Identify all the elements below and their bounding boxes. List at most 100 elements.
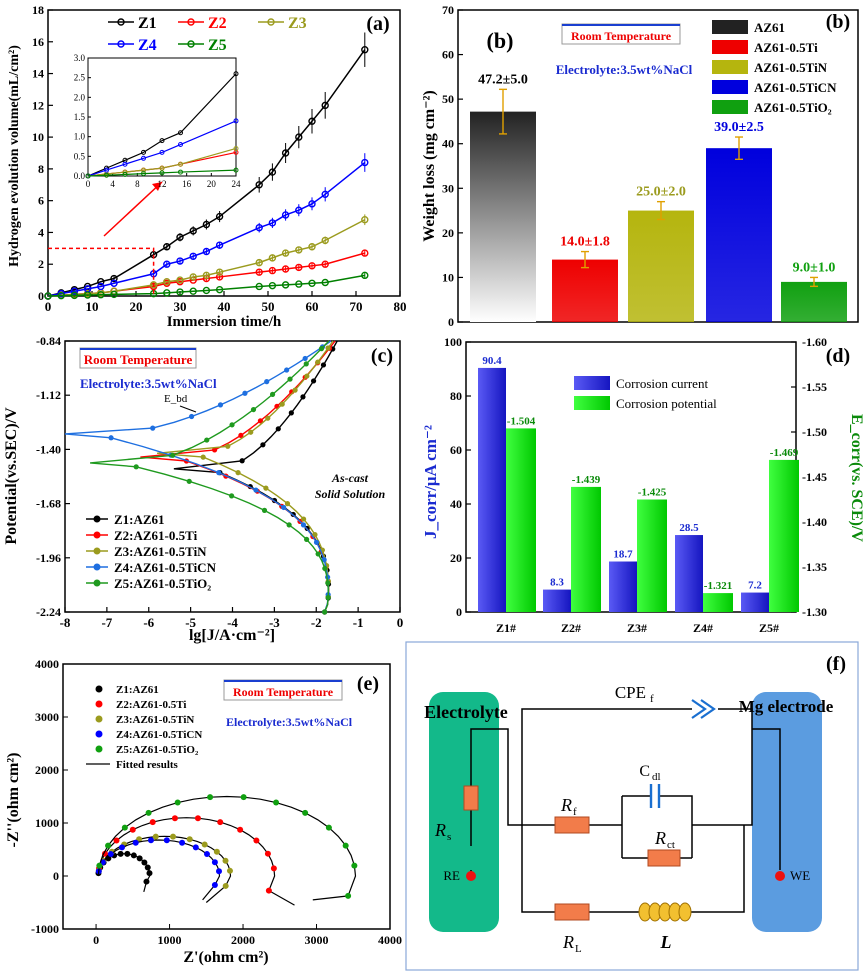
panel-d-right-ytick-label: -1.60 <box>802 335 827 349</box>
panel-c-ylabel: Potential(vs.SEC)/V <box>3 407 20 545</box>
panel-e-point <box>145 809 152 816</box>
panel-a-inset-ytick-label: 3.0 <box>74 53 86 63</box>
panel-a-point <box>295 206 303 214</box>
panel-e-annotation: Room Temperature <box>233 685 334 699</box>
panel-a-ytick-label: 14 <box>32 67 44 81</box>
panel-e-point <box>213 848 220 855</box>
panel-d-potential-label: -1.425 <box>638 487 667 499</box>
panel-c-point <box>281 504 287 511</box>
panel-c-annotation: Room Temperature <box>84 352 193 367</box>
panel-c-point <box>239 458 245 464</box>
panel-e-point <box>222 857 229 864</box>
panel-d-left-ytick-label: 60 <box>450 443 462 457</box>
panel-b-value-label: 39.0±2.5 <box>714 120 764 135</box>
panel-b-legend-label: AZ61-0.5Ti <box>754 40 818 55</box>
panel-a-series-line <box>47 274 365 297</box>
panel-e-point <box>141 859 148 866</box>
panel-b-ytick-label: 60 <box>442 48 454 62</box>
panel-c-ascast-label: As-cast <box>331 471 369 485</box>
panel-f-cdl-label: C <box>639 763 650 780</box>
panel-e-legend-label: Z5:AZ61-0.5TiO₂ <box>116 744 199 756</box>
panel-a-point <box>163 243 171 251</box>
panel-f-wire <box>621 795 735 859</box>
panel-f-rs-label: R <box>434 820 446 840</box>
panel-f-re-dot <box>466 871 476 881</box>
panel-a-point <box>110 279 118 287</box>
panel-e-ylabel: -Z''(ohm cm²) <box>5 753 22 848</box>
panel-a-xtick-label: 20 <box>130 299 143 314</box>
panel-a-point <box>70 291 79 300</box>
panel-a-point <box>110 290 118 299</box>
panel-b-legend-label: AZ61 <box>754 20 785 35</box>
panel-f-wire <box>752 728 781 870</box>
panel-a-point <box>163 260 171 268</box>
panel-e-point <box>152 833 159 840</box>
panel-a-point <box>308 279 316 287</box>
panel-c-xtick-label: -1 <box>353 615 364 630</box>
panel-e-xtick-label: 4000 <box>378 933 402 947</box>
panel-e-point <box>170 833 177 840</box>
panel-a-ytick-label: 6 <box>38 194 44 208</box>
panel-e-ytick-label: -1000 <box>31 922 59 936</box>
panel-e-nyquist: 0 1000 2000 3000 4000 -1000 0 1000 2000 3000 4000 Z… <box>5 657 402 966</box>
panel-f-rl-resistor <box>554 903 590 921</box>
panel-a-inset-ytick-label: 2.5 <box>74 73 86 83</box>
panel-d-xtick-label: Z5# <box>759 621 779 635</box>
panel-c-point <box>315 359 321 365</box>
panel-e-point <box>192 844 199 851</box>
panel-a-point <box>268 266 277 275</box>
panel-e-point <box>147 837 154 844</box>
panel-d-tag: (d) <box>826 345 850 367</box>
panel-e-point <box>130 852 137 859</box>
panel-a-inset-ytick-label: 1.5 <box>74 112 86 122</box>
panel-c-point <box>284 367 290 373</box>
panel-a-point <box>295 133 303 141</box>
panel-e-ytick-label: 0 <box>53 869 59 883</box>
panel-b-weight-loss: 0 10 20 30 40 50 60 70 Weight loss (mg cm⁻²) (b) (… <box>421 3 859 329</box>
panel-d-left-ytick-label: 80 <box>450 389 462 403</box>
panel-a-point <box>255 268 263 276</box>
panel-a-point <box>308 200 316 208</box>
panel-c-point <box>300 516 307 522</box>
panel-a-inset-xtick-label: 0 <box>86 179 91 189</box>
panel-d-current-bar <box>543 589 571 612</box>
panel-e-legend-label: Z2:AZ61-0.5Ti <box>116 699 186 711</box>
panel-d-right-ytick-label: -1.40 <box>802 515 827 529</box>
panel-e-point <box>144 864 151 871</box>
panel-a-point <box>361 46 369 54</box>
panel-b-bar <box>781 281 847 322</box>
panel-a-point <box>202 220 211 229</box>
panel-a-point <box>176 257 184 265</box>
panel-d-legend-swatch-potential <box>574 396 610 410</box>
panel-e-point <box>136 855 143 862</box>
panel-a-point <box>281 265 290 273</box>
panel-a-point <box>110 274 118 283</box>
panel-c-point <box>310 378 317 384</box>
panel-a-point <box>361 158 369 167</box>
panel-d-current-bar <box>609 561 637 612</box>
panel-e-point <box>113 837 120 844</box>
panel-d-current-label: 28.5 <box>679 522 699 534</box>
panel-c-ytick-label: -0.84 <box>36 334 61 348</box>
panel-a-inset-xtick-label: 16 <box>182 179 192 189</box>
panel-c-ytick-label: -1.12 <box>36 388 61 402</box>
panel-a-series-line <box>47 219 366 297</box>
panel-a-ytick-label: 4 <box>38 225 44 239</box>
panel-f-l-label: L <box>660 932 672 952</box>
panel-c-point <box>188 413 195 420</box>
panel-e-xtick-label: 1000 <box>158 933 182 947</box>
panel-a-legend-label: Z2 <box>208 15 227 32</box>
panel-f-wire <box>521 825 745 913</box>
panel-d-ylabel-left: J_corr/μA cm⁻² <box>421 425 440 539</box>
panel-c-point <box>265 415 271 421</box>
panel-d-potential-bar <box>506 428 536 612</box>
panel-c-point <box>260 442 266 448</box>
panel-a-inset-point <box>104 167 109 173</box>
panel-c-point <box>217 402 224 408</box>
panel-a-point <box>255 282 263 291</box>
panel-b-ylabel: Weight loss (mg cm⁻²) <box>421 90 438 241</box>
panel-b-ytick-label: 50 <box>442 92 454 106</box>
panel-b-ytick-label: 0 <box>448 315 454 329</box>
panel-a-inset-point <box>233 145 239 151</box>
